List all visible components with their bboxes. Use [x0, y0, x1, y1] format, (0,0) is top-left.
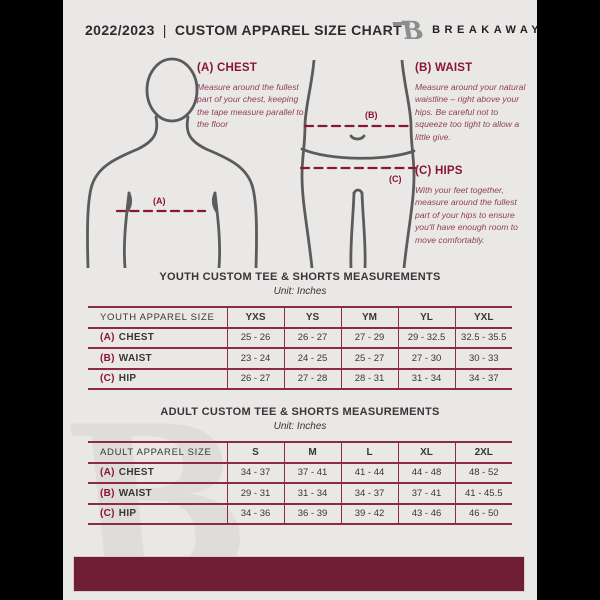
right-armpit-mark	[211, 191, 219, 214]
chest-heading: (A) CHEST	[197, 62, 257, 74]
right-inner-leg	[360, 191, 367, 268]
youth-header-row: YOUTH APPAREL SIZE YXS YS YM YL YXL	[88, 307, 512, 328]
size-cell: 48 - 52	[454, 462, 512, 483]
row-label: (C) HIP	[100, 508, 137, 520]
adult-section-title: ADULT CUSTOM TEE & SHORTS MEASUREMENTS	[160, 406, 440, 418]
size-cell: 24 - 25	[283, 348, 341, 369]
size-cell: 37 - 41	[397, 483, 455, 504]
size-column-header: YM	[340, 307, 398, 328]
title-year: 2022/2023	[85, 22, 155, 38]
size-column-header: L	[340, 442, 398, 463]
size-cell: 25 - 26	[226, 327, 284, 348]
lower-body-figure: (B) (C)	[299, 60, 417, 268]
size-cell: 30 - 33	[454, 348, 512, 369]
size-column-header: YL	[397, 307, 455, 328]
chest-instructions: (A) CHEST Measure around the fullest par…	[197, 62, 307, 131]
title-text: CUSTOM APPAREL SIZE CHART	[174, 22, 403, 38]
size-cell: 26 - 27	[226, 368, 284, 389]
waist-body-text: Measure around your natural waistline – …	[415, 82, 526, 142]
row-label: (B) WAIST	[100, 487, 152, 499]
size-chart-page: B 2022/2023 | CUSTOM APPAREL SIZE CHART …	[63, 0, 537, 600]
adult-unit-label: Unit: Inches	[273, 421, 327, 432]
hip-curve-line	[300, 147, 416, 160]
size-cell: 28 - 31	[340, 368, 398, 389]
hips-figure-label: (C)	[389, 174, 402, 184]
breakaway-logo-icon: B	[399, 15, 426, 45]
youth-section-title: YOUTH CUSTOM TEE & SHORTS MEASUREMENTS	[159, 271, 441, 283]
youth-unit-label: Unit: Inches	[273, 286, 327, 297]
left-shoulder-arm	[86, 115, 159, 268]
waist-figure-label: (B)	[365, 110, 378, 120]
size-column-header: XL	[397, 442, 455, 463]
size-column-header: S	[226, 442, 284, 463]
size-column-header: YXS	[226, 307, 284, 328]
navel-mark	[349, 134, 366, 141]
hips-heading: (C) HIPS	[415, 165, 463, 177]
table-row: (A) CHEST 34 - 37 37 - 41 41 - 44 44 - 48…	[88, 462, 512, 483]
waist-heading: (B) WAIST	[415, 62, 473, 74]
row-label: (A) CHEST	[100, 332, 155, 344]
table-row: (B) WAIST 23 - 24 24 - 25 25 - 27 27 - 30…	[88, 348, 512, 369]
size-cell: 27 - 29	[340, 327, 398, 348]
hips-instructions: (C) HIPS With your feet together, measur…	[415, 165, 531, 246]
chest-figure-label: (A)	[153, 196, 166, 206]
size-cell: 27 - 30	[397, 348, 455, 369]
size-cell: 26 - 27	[283, 327, 341, 348]
size-column-header: YS	[283, 307, 341, 328]
size-cell: 34 - 37	[340, 483, 398, 504]
left-torso-line	[122, 191, 131, 268]
size-cell: 43 - 46	[397, 503, 455, 524]
row-label: (A) CHEST	[100, 467, 155, 479]
size-cell: 34 - 37	[226, 462, 284, 483]
size-column-header: YXL	[454, 307, 512, 328]
size-cell: 46 - 50	[454, 503, 512, 524]
size-cell: 39 - 42	[340, 503, 398, 524]
size-cell: 25 - 27	[340, 348, 398, 369]
size-cell: 31 - 34	[283, 483, 341, 504]
size-cell: 32.5 - 35.5	[454, 327, 512, 348]
left-body-outline	[300, 60, 316, 268]
adult-size-table: ADULT APPAREL SIZE S M L XL 2XL (A) CHEST…	[88, 441, 512, 525]
right-shoulder-arm	[185, 115, 258, 268]
footer-bar	[73, 556, 525, 592]
size-cell: 29 - 31	[226, 483, 284, 504]
size-column-header: 2XL	[454, 442, 512, 463]
size-column-header: M	[283, 442, 341, 463]
size-cell: 41 - 45.5	[454, 483, 512, 504]
youth-size-header-label: YOUTH APPAREL SIZE	[100, 311, 215, 323]
brand-logo: B BREAKAWAY	[399, 15, 537, 45]
size-cell: 27 - 28	[283, 368, 341, 389]
size-cell: 41 - 44	[340, 462, 398, 483]
size-cell: 37 - 41	[283, 462, 341, 483]
size-cell: 29 - 32.5	[397, 327, 455, 348]
page-title: 2022/2023 | CUSTOM APPAREL SIZE CHART	[85, 22, 402, 38]
right-torso-line	[213, 191, 222, 268]
waist-instructions: (B) WAIST Measure around your natural wa…	[415, 62, 529, 143]
row-label: (B) WAIST	[100, 352, 152, 364]
table-row: (C) HIP 26 - 27 27 - 28 28 - 31 31 - 34 3…	[88, 368, 512, 389]
right-body-outline	[400, 60, 416, 268]
size-cell: 31 - 34	[397, 368, 455, 389]
table-row: (A) CHEST 25 - 26 26 - 27 27 - 29 29 - 32…	[88, 327, 512, 348]
left-armpit-mark	[125, 191, 133, 214]
adult-header-row: ADULT APPAREL SIZE S M L XL 2XL	[88, 442, 512, 463]
table-row: (C) HIP 34 - 36 36 - 39 39 - 42 43 - 46 4…	[88, 503, 512, 524]
hips-body-text: With your feet together, measure around …	[415, 185, 518, 245]
size-cell: 34 - 36	[226, 503, 284, 524]
row-label: (C) HIP	[100, 373, 137, 385]
youth-size-table: YOUTH APPAREL SIZE YXS YS YM YL YXL (A) C…	[88, 306, 512, 390]
chest-body-text: Measure around the fullest part of your …	[197, 82, 304, 130]
torso-figure: (A)	[86, 57, 258, 268]
size-cell: 34 - 37	[454, 368, 512, 389]
size-cell: 44 - 48	[397, 462, 455, 483]
head-outline	[145, 57, 199, 123]
header: 2022/2023 | CUSTOM APPAREL SIZE CHART B …	[85, 16, 537, 45]
left-inner-leg	[349, 191, 356, 268]
size-cell: 23 - 24	[226, 348, 284, 369]
size-cell: 36 - 39	[283, 503, 341, 524]
table-row: (B) WAIST 29 - 31 31 - 34 34 - 37 37 - 41…	[88, 483, 512, 504]
brand-name: BREAKAWAY	[432, 24, 537, 36]
title-separator: |	[162, 22, 167, 38]
adult-size-header-label: ADULT APPAREL SIZE	[100, 446, 212, 458]
